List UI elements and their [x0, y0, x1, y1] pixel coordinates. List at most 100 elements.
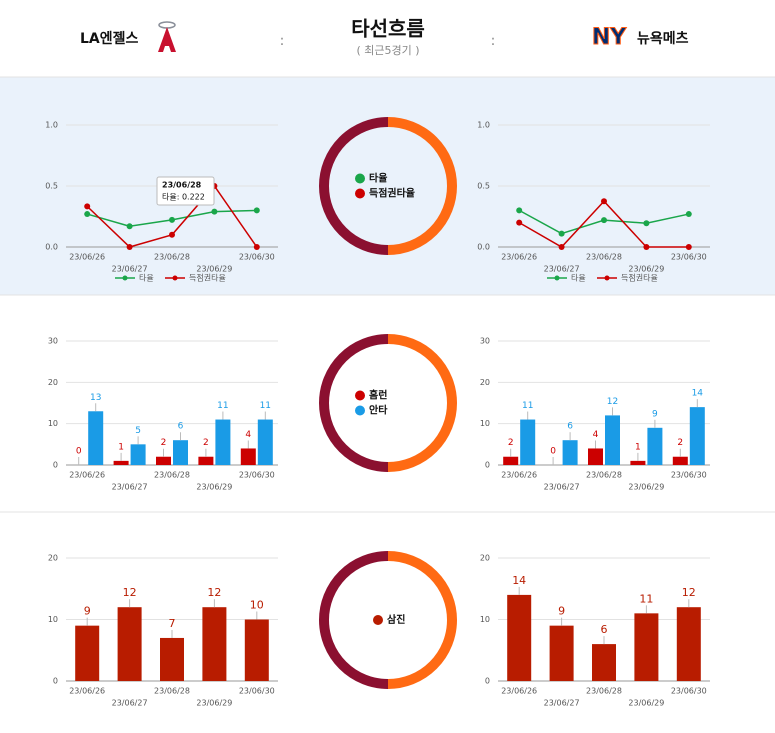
- legend-label: 득점권타율: [621, 273, 658, 283]
- x-tick-label: 23/06/27: [112, 699, 148, 708]
- tooltip-text: 타율: 0.222: [162, 193, 205, 202]
- legend-label: 삼진: [387, 613, 405, 626]
- mets-logo: NY: [591, 25, 627, 51]
- page-title: 타선흐름: [351, 17, 425, 41]
- value-label: 13: [90, 393, 101, 403]
- value-label: 2: [508, 438, 514, 448]
- home-team: LA엔젤스: [80, 30, 139, 47]
- x-tick-label: 23/06/29: [628, 483, 664, 492]
- subtitle: ( 최근5경기 ): [356, 44, 419, 57]
- x-tick-label: 23/06/28: [586, 471, 622, 480]
- value-label: 12: [682, 586, 696, 599]
- ring-half: [387, 117, 457, 255]
- y-tick-label: 30: [48, 337, 58, 346]
- x-tick-label: 23/06/26: [501, 253, 537, 262]
- x-tick-label: 23/06/27: [544, 483, 580, 492]
- x-tick-label: 23/06/28: [586, 687, 622, 696]
- value-label: 9: [558, 605, 565, 618]
- bar: [215, 419, 231, 465]
- x-tick-label: 23/06/26: [501, 687, 537, 696]
- x-tick-label: 23/06/29: [628, 265, 664, 274]
- x-tick-label: 23/06/28: [154, 471, 190, 480]
- x-tick-label: 23/06/26: [69, 471, 105, 480]
- x-tick-label: 23/06/28: [586, 253, 622, 262]
- x-tick-label: 23/06/30: [671, 471, 707, 480]
- point: [558, 230, 565, 237]
- point: [253, 244, 260, 250]
- value-label: 12: [607, 397, 618, 407]
- point: [84, 211, 91, 218]
- y-tick-label: 1.0: [477, 121, 490, 130]
- legend-label: 타율: [369, 172, 387, 185]
- value-label: 0: [76, 447, 82, 457]
- bar: [130, 444, 146, 465]
- x-tick-label: 23/06/29: [196, 699, 232, 708]
- y-tick-label: 30: [480, 337, 490, 346]
- point: [685, 211, 692, 218]
- x-tick-label: 23/06/27: [112, 265, 148, 274]
- x-tick-label: 23/06/30: [239, 687, 275, 696]
- point: [643, 220, 650, 227]
- y-tick-label: 20: [480, 378, 490, 387]
- value-label: 12: [123, 586, 137, 599]
- x-tick-label: 23/06/30: [671, 253, 707, 262]
- point: [169, 216, 175, 223]
- legend-label: 득점권타율: [189, 273, 226, 283]
- bar: [588, 448, 603, 465]
- value-label: 2: [161, 438, 167, 448]
- bar: [173, 440, 188, 465]
- value-label: 12: [207, 586, 221, 599]
- legend-label: 홈런: [369, 389, 387, 402]
- value-label: 10: [250, 599, 264, 612]
- bar: [562, 440, 578, 465]
- bar: [672, 456, 688, 465]
- legend-marker: [355, 405, 365, 416]
- x-tick-label: 23/06/28: [154, 687, 190, 696]
- value-label: 6: [178, 422, 184, 432]
- tooltip: [156, 176, 215, 206]
- x-tick-label: 23/06/27: [544, 699, 580, 708]
- value-label: 4: [245, 430, 251, 440]
- legend-marker: [172, 275, 178, 281]
- bar: [117, 607, 142, 681]
- bar: [156, 456, 171, 465]
- value-label: 0: [550, 447, 556, 457]
- x-tick-label: 23/06/27: [544, 265, 580, 274]
- separator: :: [280, 33, 285, 49]
- bar: [88, 411, 104, 465]
- x-tick-label: 23/06/29: [196, 483, 232, 492]
- point: [126, 244, 133, 250]
- y-tick-label: 10: [48, 615, 58, 624]
- x-tick-label: 23/06/26: [69, 687, 105, 696]
- y-tick-label: 0.0: [45, 243, 58, 252]
- value-label: 6: [567, 422, 573, 432]
- away-team: 뉴욕메츠: [637, 31, 689, 47]
- x-tick-label: 23/06/30: [671, 687, 707, 696]
- y-tick-label: 0: [53, 677, 58, 686]
- separator: :: [491, 33, 496, 49]
- legend-marker: [122, 275, 128, 281]
- bar: [75, 625, 100, 681]
- bar: [634, 613, 659, 681]
- legend-marker: [355, 173, 365, 184]
- x-tick-label: 23/06/29: [628, 699, 664, 708]
- point: [685, 244, 692, 250]
- value-label: 11: [260, 401, 271, 411]
- y-tick-label: 0: [485, 461, 490, 470]
- bar: [503, 456, 519, 465]
- point: [516, 219, 523, 226]
- bar: [244, 619, 269, 681]
- bar: [592, 644, 616, 681]
- value-label: 2: [203, 438, 209, 448]
- bar: [630, 460, 646, 465]
- bar: [676, 607, 701, 681]
- point: [516, 207, 523, 214]
- bar: [113, 460, 129, 465]
- y-tick-label: 1.0: [45, 121, 58, 130]
- value-label: 1: [118, 442, 124, 452]
- tooltip-title: 23/06/28: [162, 181, 202, 190]
- x-tick-label: 23/06/30: [239, 253, 275, 262]
- legend-marker: [554, 275, 560, 281]
- bar: [507, 594, 532, 681]
